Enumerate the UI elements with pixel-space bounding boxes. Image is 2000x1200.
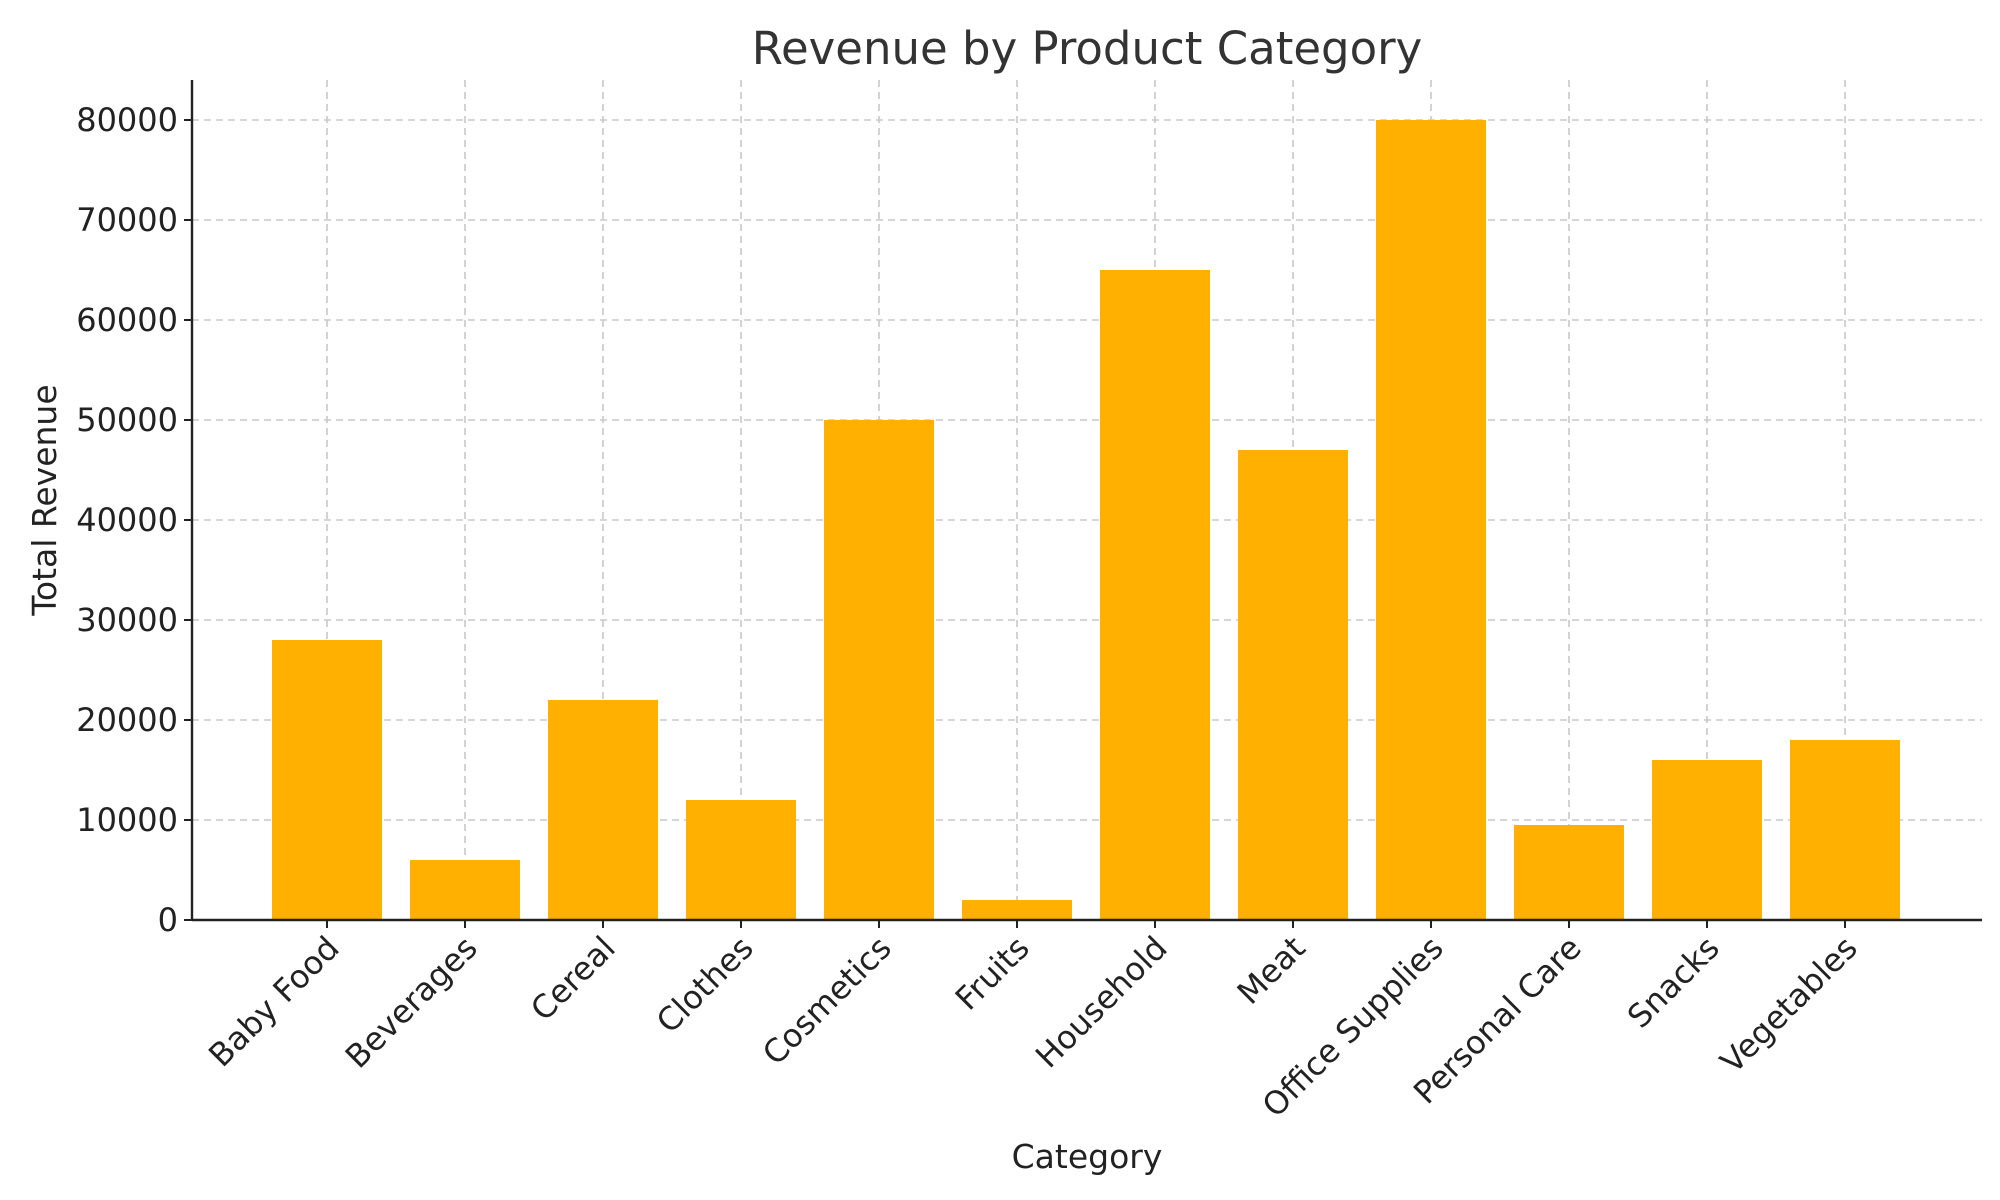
y-tick-label: 80000 [76, 101, 178, 139]
x-tick-label: Vegetables [1713, 929, 1865, 1081]
bar [272, 640, 382, 920]
y-tick-label: 20000 [76, 701, 178, 739]
bar [1238, 450, 1348, 920]
x-tick-label: Cereal [523, 929, 622, 1028]
bar [824, 420, 934, 920]
x-tick-label: Beverages [338, 929, 485, 1076]
x-tick-label: Fruits [948, 929, 1037, 1018]
x-tick-label: Snacks [1620, 929, 1727, 1036]
y-axis-title: Total Revenue [25, 384, 64, 616]
bar [1376, 120, 1486, 920]
bar [962, 900, 1072, 920]
chart-title: Revenue by Product Category [752, 22, 1423, 75]
bar [1790, 740, 1900, 920]
bar [686, 800, 796, 920]
x-tick-label: Meat [1230, 929, 1313, 1012]
y-tick-label: 30000 [76, 601, 178, 639]
x-tick-label: Clothes [649, 929, 761, 1041]
bar [410, 860, 520, 920]
bar [548, 700, 658, 920]
x-tick-label: Baby Food [201, 929, 346, 1074]
x-tick-label: Household [1028, 929, 1175, 1076]
y-tick-label: 70000 [76, 201, 178, 239]
x-tick-label: Cosmetics [755, 929, 899, 1073]
x-axis-title: Category [1012, 1137, 1163, 1176]
y-tick-label: 40000 [76, 501, 178, 539]
y-tick-label: 10000 [76, 801, 178, 839]
bar-layer [272, 120, 1900, 920]
y-tick-label: 50000 [76, 401, 178, 439]
bar [1514, 825, 1624, 920]
tick-layer: 0 10000 20000 30000 40000 50000 60000 70000 8000… [76, 101, 1864, 1125]
bar [1100, 270, 1210, 920]
bar [1652, 760, 1762, 920]
y-tick-label: 0 [158, 901, 178, 939]
y-tick-label: 60000 [76, 301, 178, 339]
